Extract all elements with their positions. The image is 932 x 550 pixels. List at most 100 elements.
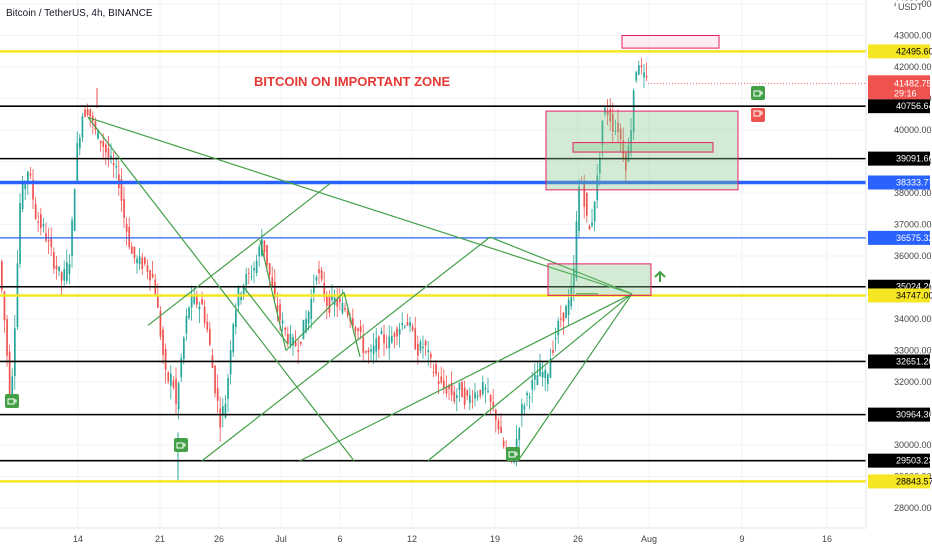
candle-body	[266, 245, 268, 266]
candle-body	[435, 364, 437, 375]
candle-body	[482, 381, 484, 394]
candle-body	[157, 295, 159, 308]
candle-body	[492, 402, 495, 407]
candle-body	[175, 378, 177, 404]
candle-body	[102, 141, 105, 147]
candle-body	[489, 394, 492, 403]
candle-body	[404, 326, 406, 328]
candle-body	[614, 130, 617, 132]
level-price-label: 34747.00	[896, 290, 932, 300]
candle-body	[188, 307, 190, 318]
candle-body	[258, 246, 261, 257]
price-zone	[547, 263, 652, 296]
candle-body	[94, 121, 97, 130]
candle-body	[424, 340, 427, 346]
coffee-cup-icon	[751, 86, 765, 100]
candle-body	[440, 376, 443, 383]
price-tick-label: 32000.00	[894, 377, 932, 387]
candle-body	[27, 171, 29, 182]
candle-body	[443, 380, 445, 389]
candle-body	[367, 350, 370, 353]
candle-body	[279, 304, 281, 320]
candle-body	[336, 299, 339, 307]
time-tick-label: 26	[573, 534, 583, 544]
candle-body	[40, 214, 42, 229]
trendline	[517, 293, 633, 462]
candle-body	[185, 315, 188, 334]
candle-body	[240, 293, 242, 300]
candle-body	[177, 383, 180, 410]
candle-body	[216, 388, 219, 401]
price-tick-label: 36000.00	[894, 251, 932, 261]
candle-body	[560, 318, 562, 320]
candle-body	[76, 143, 79, 182]
candle-body	[107, 148, 110, 158]
candle-body	[268, 263, 271, 276]
candle-body	[300, 341, 302, 344]
level-price-label: 40756.64	[896, 101, 932, 111]
candle-body	[362, 337, 365, 353]
candle-body	[606, 111, 609, 115]
time-tick-label: 21	[155, 534, 165, 544]
candle-body	[471, 400, 474, 402]
trendline	[299, 293, 633, 462]
level-price-label: 32651.20	[896, 356, 932, 366]
candle-body	[42, 224, 45, 227]
level-price-label: 38333.77	[896, 177, 932, 187]
level-price-tag	[868, 151, 930, 166]
candle-body	[406, 322, 409, 326]
trendline	[87, 117, 355, 462]
candle-body	[635, 71, 638, 81]
candle-body	[591, 222, 593, 226]
candle-body	[617, 122, 619, 132]
candle-body	[310, 299, 313, 319]
candle-body	[531, 380, 534, 390]
candle-body	[123, 199, 125, 218]
candle-body	[487, 390, 489, 392]
candle-body	[549, 358, 552, 378]
current-price-label: 41482.75	[894, 78, 932, 88]
level-price-tag	[868, 354, 930, 369]
candle-body	[320, 270, 323, 280]
candle-body	[214, 365, 216, 394]
candle-body	[11, 376, 14, 395]
candle-body	[596, 175, 599, 201]
level-price-tag	[868, 44, 930, 59]
candle-body	[552, 349, 554, 353]
candle-body	[456, 395, 458, 398]
currency-label: USDT	[898, 2, 923, 12]
candle-body	[554, 337, 557, 339]
candle-body	[341, 303, 344, 314]
candle-body	[32, 180, 34, 200]
candle-body	[513, 461, 515, 463]
candle-body	[128, 227, 131, 248]
candle-body	[328, 294, 331, 313]
candle-body	[375, 338, 378, 352]
candle-body	[245, 274, 248, 286]
countdown-label: 29:16	[894, 88, 917, 98]
candle-body	[138, 256, 141, 265]
level-price-tag	[868, 474, 930, 489]
candle-body	[190, 296, 193, 308]
candle-body	[323, 282, 326, 298]
candle-body	[409, 321, 411, 327]
candle-body	[365, 351, 367, 353]
candle-body	[534, 374, 536, 380]
candle-body	[612, 113, 614, 132]
coffee-cup-icon	[174, 438, 188, 452]
candle-body	[297, 349, 300, 352]
candle-body	[593, 201, 596, 222]
coffee-cup-icon	[5, 394, 19, 408]
candle-body	[422, 346, 424, 349]
candle-body	[578, 186, 580, 231]
level-price-tag	[868, 288, 930, 303]
trendline	[147, 183, 331, 326]
candle-body	[201, 299, 203, 305]
candle-body	[219, 408, 222, 428]
candle-body	[346, 311, 349, 316]
candle-body	[141, 257, 144, 269]
price-tick-label: 33000.00	[894, 346, 932, 356]
time-tick-label: 19	[490, 534, 500, 544]
candle-body	[274, 282, 276, 298]
